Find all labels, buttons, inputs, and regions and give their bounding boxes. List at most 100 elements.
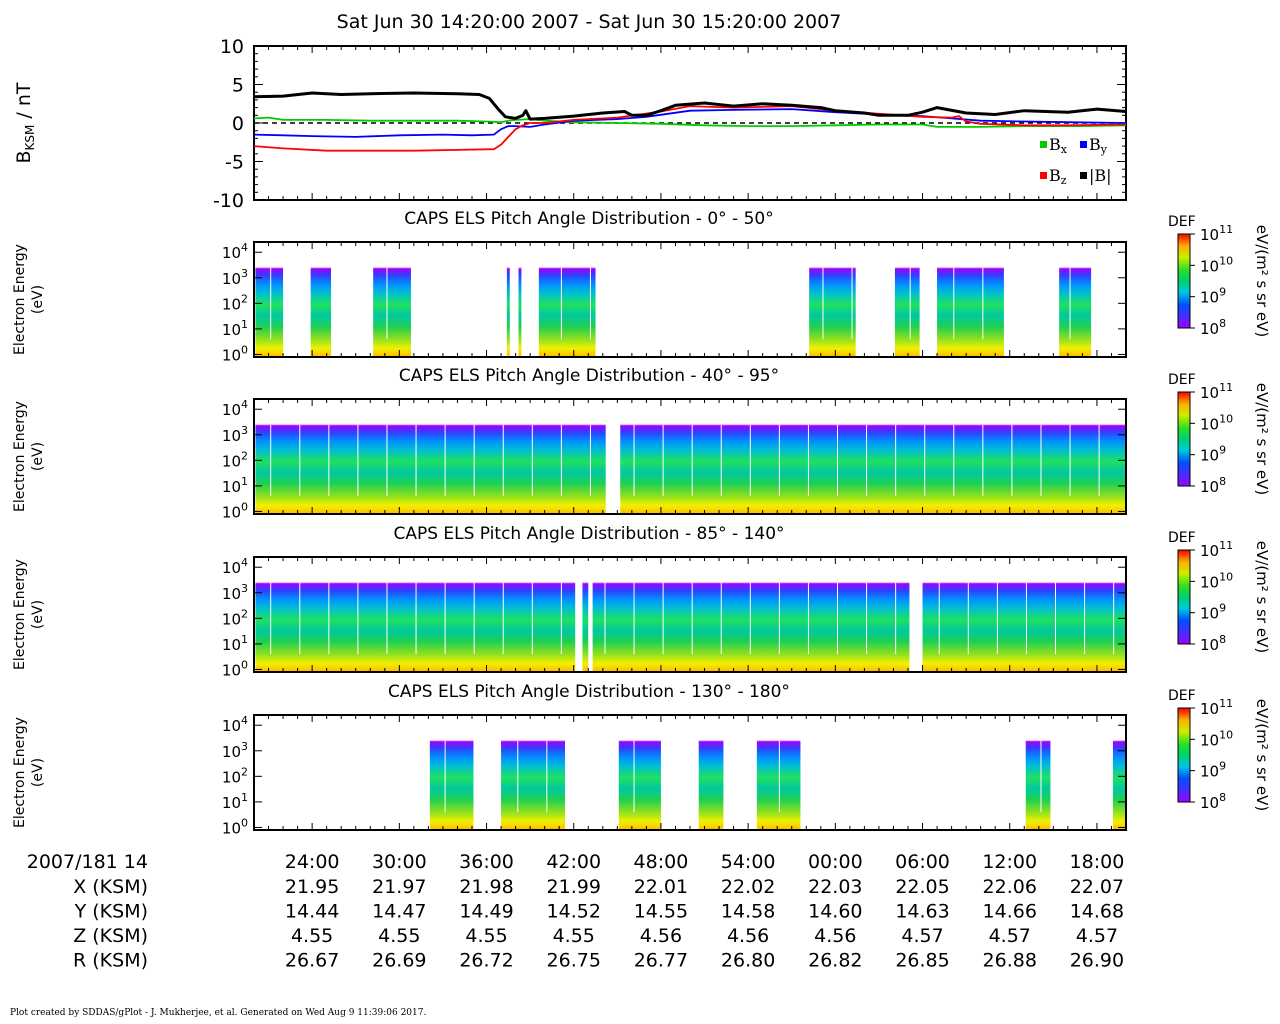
data-block [255, 244, 284, 356]
ephemeris-value: 14.55 [634, 901, 688, 923]
y-axis-label-unit: (eV) [30, 285, 46, 314]
y-tick-label: 5 [232, 75, 244, 97]
colorbar-scale [1177, 391, 1191, 487]
ephemeris-value: 26.75 [547, 950, 601, 972]
data-block [255, 559, 576, 671]
time-tick-label: 24:00 [285, 851, 340, 873]
y-tick-label: 100 [222, 658, 248, 679]
ephemeris-value: 22.07 [1070, 876, 1124, 898]
time-axis: 2007/181 14 24:00 30:00 36:00 42:00 48:00 54:0… [27, 851, 1125, 873]
colorbar-unit: eV/(m² s sr eV) [1253, 699, 1271, 811]
y-axis-label-unit: (eV) [30, 600, 46, 629]
ephemeris-value: 26.82 [808, 950, 862, 972]
colorbar-tick-label: 1011 [1200, 697, 1233, 718]
colorbar-unit: eV/(m² s sr eV) [1253, 383, 1271, 495]
colorbar-unit: eV/(m² s sr eV) [1253, 541, 1271, 653]
ephemeris-value: 21.99 [547, 876, 601, 898]
data-block [501, 717, 566, 829]
time-tick-label: 42:00 [546, 851, 601, 873]
colorbar-unit: eV/(m² s sr eV) [1253, 225, 1271, 337]
data-block [538, 244, 596, 356]
y-tick-label: 101 [222, 633, 248, 654]
time-tick-label: 54:00 [721, 851, 776, 873]
data-block [809, 244, 856, 356]
ephemeris-value: 22.05 [895, 876, 949, 898]
ephemeris-row: Y (KSM) 14.44 14.47 14.49 14.52 14.55 14.58 14.… [74, 901, 1125, 923]
ephemeris-value: 14.44 [285, 901, 339, 923]
y-axis-label: Electron Energy [12, 559, 28, 670]
colorbar-tick-label: 109 [1200, 760, 1226, 781]
y-tick-label: 104 [222, 556, 248, 577]
data-block [582, 559, 589, 671]
ephemeris-value: 22.02 [721, 876, 775, 898]
y-tick-label: 101 [222, 791, 248, 812]
time-tick-label: 00:00 [808, 851, 863, 873]
time-tick-label: 06:00 [895, 851, 950, 873]
colorbar-tick-label: 108 [1200, 475, 1226, 496]
colorbar-tick-label: 108 [1200, 633, 1226, 654]
y-axis-label: Electron Energy [12, 244, 28, 355]
ephemeris-value: 26.88 [983, 950, 1037, 972]
panel-title: CAPS ELS Pitch Angle Distribution - 85° … [393, 524, 784, 544]
time-tick-label: 12:00 [982, 851, 1037, 873]
b-y-axis-label: BKSM / nT [13, 82, 37, 163]
panel-title: CAPS ELS Pitch Angle Distribution - 130°… [388, 682, 790, 702]
time-tick-label: 36:00 [459, 851, 514, 873]
y-tick-label: 102 [222, 292, 248, 313]
data-block [620, 401, 1126, 513]
colorbar-tick-label: 1011 [1200, 223, 1233, 244]
y-axis-label: Electron Energy [12, 401, 28, 512]
data-block [894, 244, 920, 356]
time-start-label: 2007/181 14 [27, 851, 148, 873]
y-tick-label: 103 [222, 740, 248, 761]
data-block [592, 559, 910, 671]
colorbar-tick-label: 1010 [1200, 728, 1233, 749]
legend-label-bx: Bx [1049, 135, 1068, 156]
ephemeris-value: 26.90 [1070, 950, 1124, 972]
legend-label-bmag: |B| [1089, 166, 1112, 185]
colorbar-tick-label: 109 [1200, 286, 1226, 307]
time-tick-label: 48:00 [634, 851, 689, 873]
data-block [937, 244, 1004, 356]
y-tick-label: 103 [222, 424, 248, 445]
ephemeris-label: Y (KSM) [74, 901, 148, 923]
panel-title: CAPS ELS Pitch Angle Distribution - 40° … [399, 366, 779, 386]
ephemeris-value: 4.57 [901, 925, 943, 947]
plot-title: Sat Jun 30 14:20:00 2007 - Sat Jun 30 15… [337, 11, 842, 33]
y-tick-label: 101 [222, 318, 248, 339]
ephemeris-value: 14.66 [983, 901, 1037, 923]
panel-title: CAPS ELS Pitch Angle Distribution - 0° -… [404, 209, 773, 229]
colorbar-tick-label: 1010 [1200, 254, 1233, 275]
y-tick-label: 102 [222, 449, 248, 470]
spectrogram-panel-3: CAPS ELS Pitch Angle Distribution - 85° … [12, 524, 1271, 679]
spectrogram-panel-2: CAPS ELS Pitch Angle Distribution - 40° … [12, 366, 1271, 521]
ephemeris-value: 26.69 [372, 950, 426, 972]
data-block [922, 559, 1126, 671]
data-block [518, 244, 522, 356]
y-tick-label: 102 [222, 607, 248, 628]
ephemeris-value: 14.58 [721, 901, 775, 923]
colorbar-tick-label: 1010 [1200, 570, 1233, 591]
colorbar-scale [1177, 549, 1191, 645]
colorbar-tick-label: 109 [1200, 444, 1226, 465]
colorbar-tick-label: 108 [1200, 791, 1226, 812]
colorbar-tick-label: 109 [1200, 602, 1226, 623]
ephemeris-value: 4.55 [291, 925, 333, 947]
ephemeris-value: 4.55 [553, 925, 595, 947]
ephemeris-value: 14.63 [895, 901, 949, 923]
ephemeris-value: 21.98 [459, 876, 513, 898]
colorbar-label: DEF [1168, 214, 1196, 230]
ephemeris-row: R (KSM) 26.67 26.69 26.72 26.75 26.77 26.80 26.… [73, 950, 1124, 972]
y-axis-label-unit: (eV) [30, 758, 46, 787]
ephemeris-table: X (KSM) 21.95 21.97 21.98 21.99 22.01 22.02 22.… [73, 876, 1124, 972]
ephemeris-value: 14.49 [459, 901, 513, 923]
colorbar-label: DEF [1168, 688, 1196, 704]
colorbar-tick-label: 1010 [1200, 412, 1233, 433]
legend-label-bz: Bz [1049, 166, 1067, 187]
data-block [756, 717, 801, 829]
legend-swatch-by [1080, 141, 1087, 148]
data-block [429, 717, 474, 829]
y-tick-label: 103 [222, 267, 248, 288]
